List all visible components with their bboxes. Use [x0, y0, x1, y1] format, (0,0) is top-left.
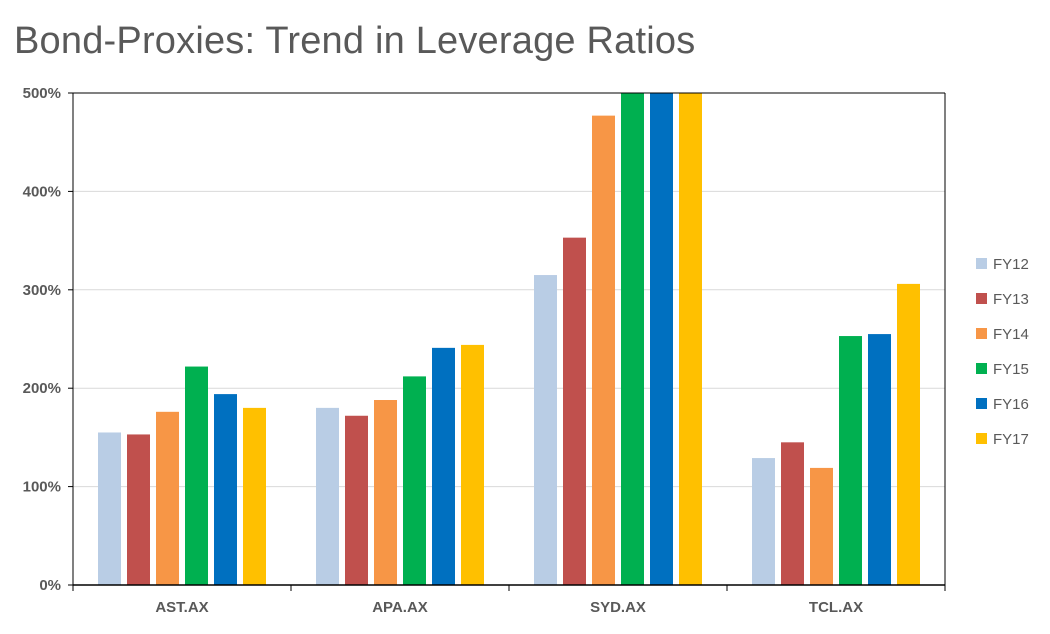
bar-fy16-apa-ax [432, 347, 455, 585]
y-tick-label: 0% [39, 577, 61, 594]
bar-fy17-ast-ax [243, 407, 266, 585]
bar-fy17-syd-ax [679, 93, 702, 585]
y-tick-label: 500% [23, 85, 61, 102]
bars [98, 93, 920, 585]
y-tick-label: 400% [23, 183, 61, 200]
bar-fy14-tcl-ax [810, 467, 833, 585]
legend-label-fy16: FY16 [993, 396, 1029, 413]
bar-fy12-ast-ax [98, 432, 121, 585]
x-tick-labels: AST.AX APA.AX SYD.AX TCL.AX [155, 599, 863, 616]
bar-fy15-ast-ax [185, 366, 208, 585]
y-tick-label: 100% [23, 479, 61, 496]
bar-fy12-syd-ax [534, 275, 557, 585]
bar-fy16-syd-ax [650, 93, 673, 585]
bar-fy13-apa-ax [345, 415, 368, 585]
legend-swatch-fy16 [976, 398, 987, 409]
bar-fy13-tcl-ax [781, 442, 804, 585]
bar-fy14-syd-ax [592, 115, 615, 585]
bar-fy14-ast-ax [156, 411, 179, 585]
bar-fy13-ast-ax [127, 434, 150, 585]
legend-swatch-fy13 [976, 293, 987, 304]
bar-fy13-syd-ax [563, 237, 586, 585]
bar-fy15-apa-ax [403, 376, 426, 585]
x-tick-label: AST.AX [155, 599, 208, 616]
legend-swatch-fy17 [976, 433, 987, 444]
bar-fy15-syd-ax [621, 93, 644, 585]
bar-fy15-tcl-ax [839, 336, 862, 585]
legend-label-fy17: FY17 [993, 431, 1029, 448]
bar-fy16-ast-ax [214, 394, 237, 585]
x-tick-label: SYD.AX [590, 599, 646, 616]
legend: FY12 FY13 FY14 FY15 FY16 FY17 [976, 256, 1029, 448]
bar-fy16-tcl-ax [868, 334, 891, 585]
y-tick-label: 300% [23, 282, 61, 299]
legend-swatch-fy15 [976, 363, 987, 374]
bar-fy17-apa-ax [461, 344, 484, 585]
chart-title: Bond-Proxies: Trend in Leverage Ratios [14, 20, 696, 62]
legend-label-fy15: FY15 [993, 361, 1029, 378]
x-tick-label: APA.AX [372, 599, 428, 616]
x-tick-label: TCL.AX [809, 599, 863, 616]
legend-swatch-fy14 [976, 328, 987, 339]
legend-label-fy14: FY14 [993, 326, 1029, 343]
bar-fy12-apa-ax [316, 407, 339, 585]
bar-fy12-tcl-ax [752, 458, 775, 585]
y-tick-labels: 0% 100% 200% 300% 400% 500% [23, 85, 61, 594]
legend-swatch-fy12 [976, 258, 987, 269]
axes [68, 92, 946, 591]
y-tick-label: 200% [23, 380, 61, 397]
legend-label-fy13: FY13 [993, 291, 1029, 308]
bar-fy14-apa-ax [374, 400, 397, 585]
legend-label-fy12: FY12 [993, 256, 1029, 273]
bar-fy17-tcl-ax [897, 283, 920, 585]
